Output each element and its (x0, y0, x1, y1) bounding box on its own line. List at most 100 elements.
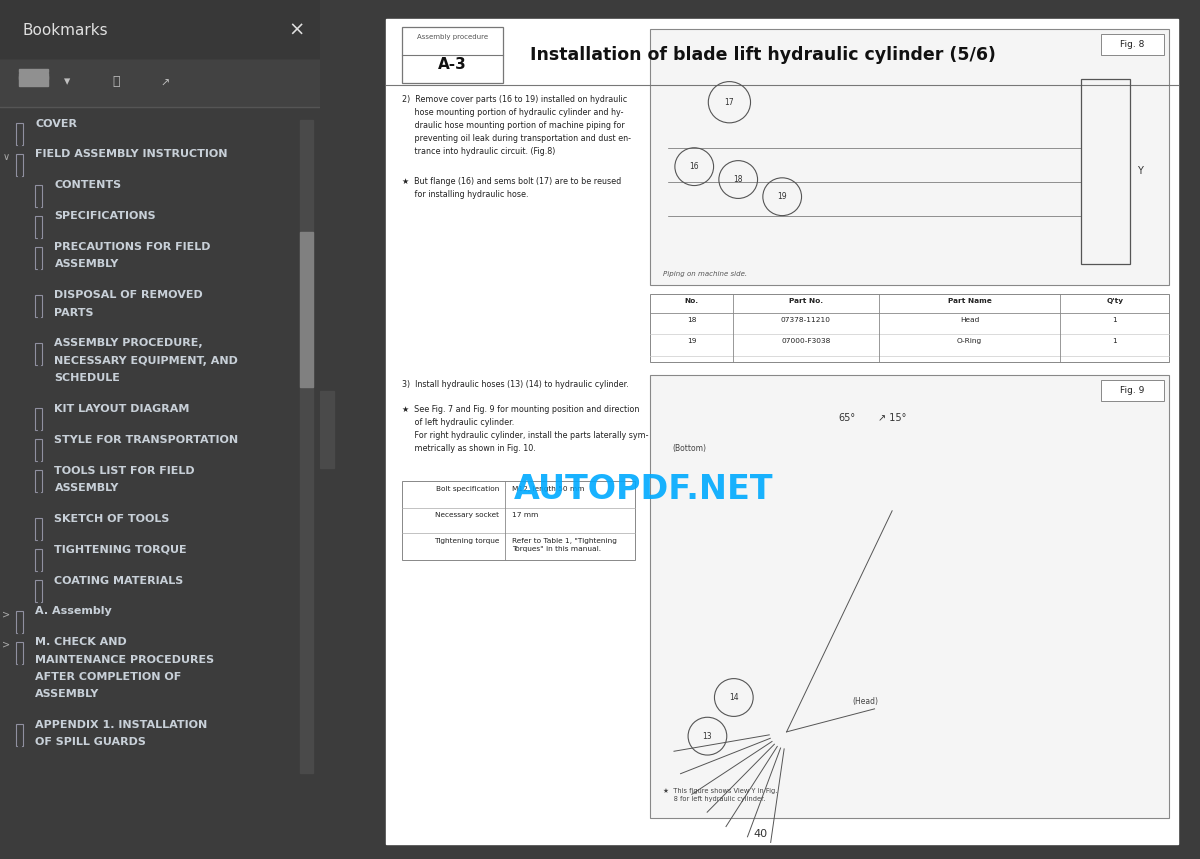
Text: 17 mm: 17 mm (512, 512, 538, 518)
Text: 🔖: 🔖 (112, 75, 120, 88)
Text: APPENDIX 1. INSTALLATION: APPENDIX 1. INSTALLATION (35, 720, 208, 730)
Text: A. Assembly: A. Assembly (35, 606, 112, 617)
Bar (37, 487, 40, 492)
Text: >: > (1, 640, 10, 650)
Text: M. CHECK AND: M. CHECK AND (35, 637, 127, 648)
Text: COATING MATERIALS: COATING MATERIALS (54, 576, 184, 586)
Bar (37, 597, 40, 602)
Text: No.: No. (685, 298, 698, 304)
Bar (16, 154, 23, 176)
Text: 16: 16 (690, 162, 700, 171)
Bar (37, 264, 40, 269)
Bar (16, 642, 23, 664)
Bar (37, 233, 40, 238)
Bar (19, 73, 48, 86)
Bar (37, 425, 40, 430)
Bar (16, 611, 23, 633)
Bar (18, 659, 20, 664)
Text: Fig. 9: Fig. 9 (1120, 386, 1145, 395)
Bar (0, 0, 320, 60)
Text: KIT LAYOUT DIAGRAM: KIT LAYOUT DIAGRAM (54, 404, 190, 414)
Bar (35, 343, 42, 365)
Text: 3)  Install hydraulic hoses (13) (14) to hydraulic cylinder.: 3) Install hydraulic hoses (13) (14) to … (402, 380, 629, 388)
Text: 07378-11210: 07378-11210 (781, 317, 830, 323)
Bar (402, 481, 635, 560)
Bar (35, 518, 42, 540)
Bar (37, 312, 40, 317)
Text: Necessary socket: Necessary socket (436, 512, 499, 518)
Text: ▾: ▾ (64, 75, 71, 88)
Text: AUTOPDF.NET: AUTOPDF.NET (514, 473, 774, 506)
Bar (37, 535, 40, 540)
Bar (35, 216, 42, 238)
Bar (19, 69, 48, 72)
Bar (0, 60, 320, 107)
Text: PARTS: PARTS (54, 308, 94, 318)
Text: M12, length 50 mm: M12, length 50 mm (512, 486, 584, 492)
Text: PRECAUTIONS FOR FIELD: PRECAUTIONS FOR FIELD (54, 242, 211, 253)
Text: ↗: ↗ (161, 78, 169, 88)
Bar (37, 566, 40, 571)
Text: ×: × (288, 21, 305, 40)
Bar (18, 140, 20, 145)
Text: A-3: A-3 (438, 58, 467, 72)
Text: Part Name: Part Name (948, 298, 991, 304)
Text: Refer to Table 1, "Tightening
Torques" in this manual.: Refer to Table 1, "Tightening Torques" i… (512, 538, 617, 551)
Bar (300, 232, 313, 387)
Bar (1100, 34, 1164, 55)
Text: 1: 1 (1112, 338, 1117, 344)
Text: ASSEMBLY PROCEDURE,: ASSEMBLY PROCEDURE, (54, 338, 203, 349)
Text: OF SPILL GUARDS: OF SPILL GUARDS (35, 737, 146, 747)
Text: ASSEMBLY: ASSEMBLY (54, 483, 119, 493)
Bar (18, 741, 20, 746)
Bar (402, 27, 503, 83)
Text: NECESSARY EQUIPMENT, AND: NECESSARY EQUIPMENT, AND (54, 356, 239, 366)
Text: ◄: ◄ (323, 424, 330, 435)
Text: STYLE FOR TRANSPORTATION: STYLE FOR TRANSPORTATION (54, 435, 239, 445)
Text: SKETCH OF TOOLS: SKETCH OF TOOLS (54, 514, 170, 524)
Bar (650, 294, 1169, 362)
Bar (35, 439, 42, 461)
Text: >: > (1, 609, 10, 619)
Text: TOOLS LIST FOR FIELD: TOOLS LIST FOR FIELD (54, 466, 196, 476)
Text: Fig. 8: Fig. 8 (1120, 40, 1145, 49)
Text: Head: Head (960, 317, 979, 323)
Bar (35, 580, 42, 602)
Text: Installation of blade lift hydraulic cylinder (5/6): Installation of blade lift hydraulic cyl… (529, 46, 996, 64)
Bar (1081, 79, 1129, 264)
Text: 17: 17 (725, 98, 734, 107)
Text: 07000-F3038: 07000-F3038 (781, 338, 830, 344)
Text: 18: 18 (733, 175, 743, 184)
Bar (37, 456, 40, 461)
Bar (650, 375, 1169, 818)
Text: ★  This figure shows View Y in Fig.
     8 for left hydraulic cylinder.: ★ This figure shows View Y in Fig. 8 for… (664, 788, 778, 801)
Bar (35, 408, 42, 430)
Text: CONTENTS: CONTENTS (54, 180, 121, 191)
Text: (Bottom): (Bottom) (672, 444, 707, 453)
Text: FIELD ASSEMBLY INSTRUCTION: FIELD ASSEMBLY INSTRUCTION (35, 149, 228, 160)
Bar (35, 247, 42, 269)
Text: 1: 1 (1112, 317, 1117, 323)
Text: Bolt specification: Bolt specification (436, 486, 499, 492)
Text: MAINTENANCE PROCEDURES: MAINTENANCE PROCEDURES (35, 655, 215, 665)
Bar (650, 29, 1169, 285)
Bar (35, 295, 42, 317)
Text: TIGHTENING TORQUE: TIGHTENING TORQUE (54, 545, 187, 555)
Text: 40: 40 (754, 829, 767, 839)
Bar (37, 360, 40, 365)
Text: 14: 14 (728, 693, 739, 702)
Text: Q'ty: Q'ty (1106, 298, 1123, 304)
Text: Tightening torque: Tightening torque (434, 538, 499, 544)
Text: ★  See Fig. 7 and Fig. 9 for mounting position and direction
     of left hydrau: ★ See Fig. 7 and Fig. 9 for mounting pos… (402, 405, 649, 453)
Text: 19: 19 (688, 338, 696, 344)
Text: Bookmarks: Bookmarks (23, 22, 108, 38)
Text: (Head): (Head) (852, 698, 878, 706)
Bar (300, 120, 313, 773)
Text: 19: 19 (778, 192, 787, 201)
Bar (18, 628, 20, 633)
Bar (35, 185, 42, 207)
Text: 13: 13 (703, 732, 713, 740)
Bar (35, 549, 42, 571)
Bar (18, 171, 20, 176)
Bar (320, 391, 335, 468)
